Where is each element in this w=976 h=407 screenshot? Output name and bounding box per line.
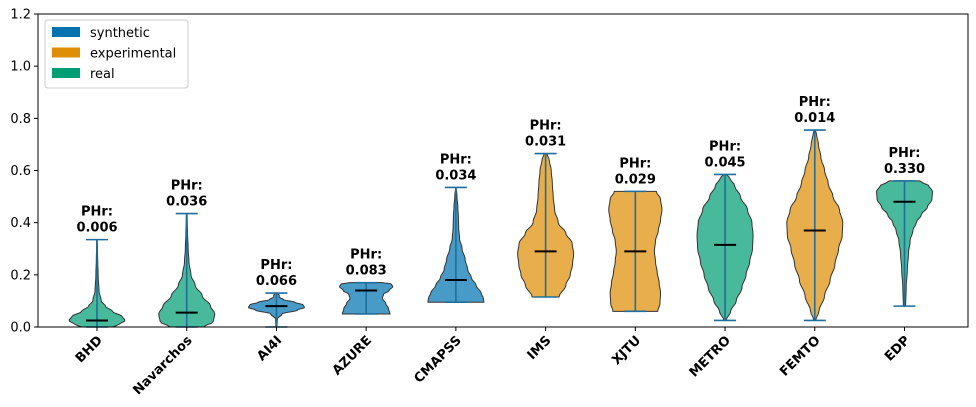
phr-label-title: PHr: — [260, 258, 292, 273]
phr-label-title: PHr: — [799, 95, 831, 110]
phr-label-title: PHr: — [619, 156, 651, 171]
phr-label-title: PHr: — [888, 146, 920, 161]
y-tick-label: 1.0 — [10, 60, 31, 75]
legend: synthetic experimental real — [44, 19, 189, 89]
phr-label-value: 0.034 — [435, 168, 476, 183]
phr-label-value: 0.014 — [794, 111, 835, 126]
phr-labels-layer: PHr:0.006PHr:0.036PHr:0.066PHr:0.083PHr:… — [76, 95, 925, 289]
x-tick-label: XJTU — [609, 333, 644, 368]
phr-label-title: PHr: — [171, 179, 203, 194]
y-tick-label: 0.4 — [10, 216, 31, 231]
phr-label-value: 0.083 — [346, 264, 387, 279]
x-tick-label: FEMTO — [777, 333, 823, 379]
y-tick-label: 0.8 — [10, 112, 31, 127]
phr-label-title: PHr: — [709, 139, 741, 154]
x-tick-label: AZURE — [330, 333, 375, 378]
phr-label-value: 0.066 — [256, 274, 297, 289]
phr-label-value: 0.045 — [704, 155, 745, 170]
y-tick-label: 1.2 — [10, 8, 31, 23]
x-tick-label: BHD — [73, 333, 106, 366]
x-tick-label: METRO — [687, 333, 734, 380]
phr-label-value: 0.036 — [166, 195, 207, 210]
y-tick-label: 0.2 — [10, 268, 31, 283]
legend-label: experimental — [90, 47, 176, 62]
x-tick-label: Navarchos — [131, 333, 196, 398]
x-tick-label: AI4I — [254, 333, 285, 364]
phr-label-value: 0.029 — [615, 172, 656, 187]
y-tick-label: 0.6 — [10, 164, 31, 179]
violins-layer — [68, 129, 934, 328]
legend-label: real — [90, 67, 115, 82]
x-tick-label: IMS — [525, 333, 555, 363]
x-tick-label: EDP — [882, 333, 913, 364]
phr-label-title: PHr: — [530, 119, 562, 134]
legend-label: synthetic — [90, 26, 150, 41]
legend-box — [44, 19, 189, 89]
phr-label-value: 0.031 — [525, 135, 566, 150]
phr-label-title: PHr: — [350, 248, 382, 263]
legend-swatch — [52, 47, 80, 58]
x-tick-label: CMAPSS — [412, 333, 465, 386]
y-tick-label: 0.0 — [10, 321, 31, 336]
legend-swatch — [52, 27, 80, 37]
phr-label-value: 0.006 — [76, 221, 117, 236]
legend-swatch — [52, 68, 80, 78]
phr-label-value: 0.330 — [884, 162, 925, 177]
phr-label-title: PHr: — [440, 152, 472, 167]
phr-label-title: PHr: — [81, 205, 113, 220]
x-axis: BHD Navarchos AI4I AZURE CMAPSS IMS XJTU METRO F… — [73, 327, 913, 398]
y-axis: 0.0 0.2 0.4 0.6 0.8 1.0 1.2 — [10, 8, 38, 336]
